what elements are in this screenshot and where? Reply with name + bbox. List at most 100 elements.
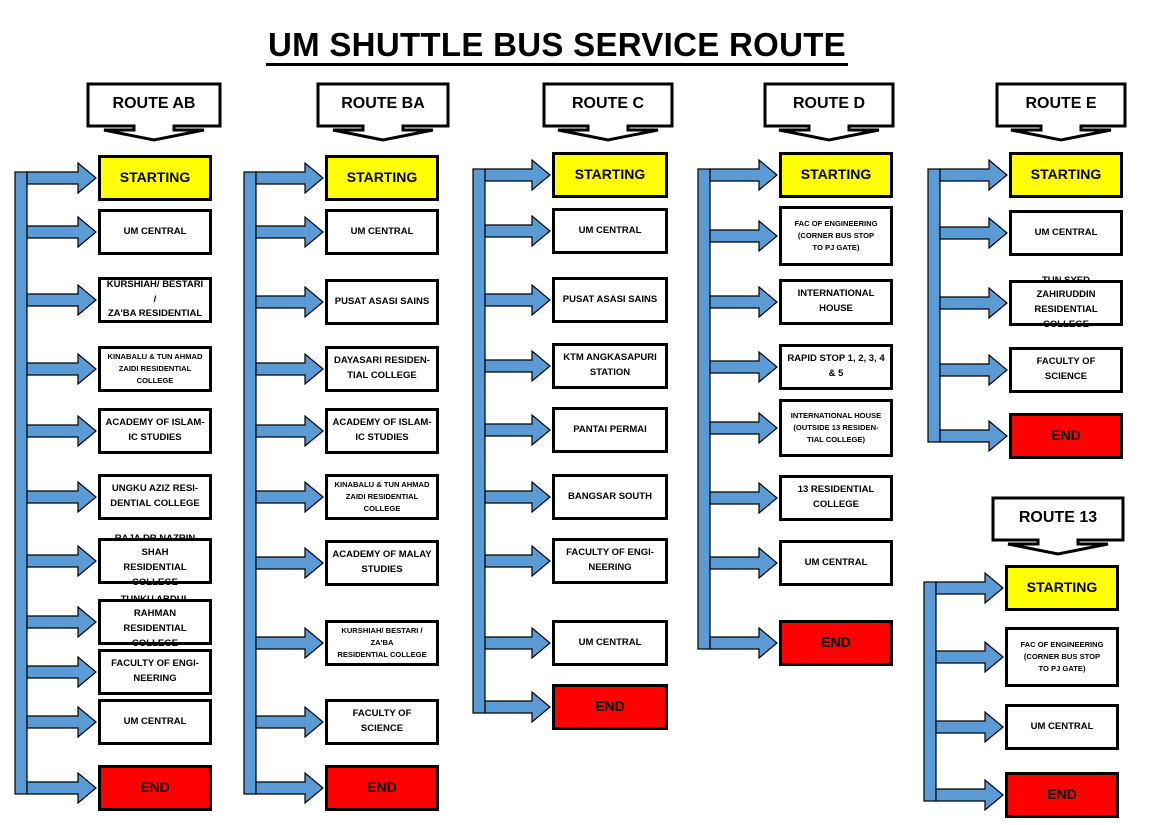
route-ab-stop-9: UM CENTRAL <box>98 699 212 745</box>
route-ab-stop-5: UNGKU AZIZ RESI- DENTIAL COLLEGE <box>98 474 212 520</box>
route-ab-stop-label: END <box>140 779 170 796</box>
route-c-stop-label: STARTING <box>574 166 646 183</box>
route-c-stop-6: FACULTY OF ENGI- NEERING <box>552 538 668 584</box>
route-ba-stop-label: KURSHIAH/ BESTARI / ZA'BA RESIDENTIAL CO… <box>337 626 427 659</box>
route-c-rail <box>472 168 486 714</box>
route-d-stop-label: INTERNATIONAL HOUSE <box>797 288 875 314</box>
route-c-arrow-8 <box>484 690 551 724</box>
route-c-stop-7: UM CENTRAL <box>552 620 668 666</box>
route-d-stop-label: 13 RESIDENTIAL COLLEGE <box>797 484 875 510</box>
route-c-stop-label: KTM ANGKASAPURI STATION <box>563 352 657 378</box>
route-ba-rail <box>243 171 257 795</box>
route-ab-stop-6: RAJA DR NAZRIN SHAH RESIDENTIAL COLLEGE <box>98 533 212 588</box>
route-e-stop-label: TUN SYED ZAHIRUDDIN RESIDENTIAL COLLEGE <box>1034 274 1098 330</box>
route-e-rail <box>927 168 941 443</box>
route-ab-arrow-7 <box>26 605 97 639</box>
route-ab-stop-label: STARTING <box>119 169 191 186</box>
route-ba-label: ROUTE BA <box>341 95 425 112</box>
route-ba-stop-label: END <box>367 779 397 796</box>
route-13-stop-label: UM CENTRAL <box>1030 720 1094 732</box>
route-c-stop-label: UM CENTRAL <box>578 224 642 236</box>
route-c-start: STARTING <box>552 152 668 198</box>
route-e-arrow-3 <box>939 353 1008 387</box>
route-ba-stop-label: FACULTY OF SCIENCE <box>352 708 412 734</box>
route-ab-arrow-4 <box>26 414 97 448</box>
route-c-stop-label: BANGSAR SOUTH <box>568 490 652 502</box>
route-ba-start: STARTING <box>325 155 439 201</box>
route-ba-stop-3: DAYASARI RESIDEN- TIAL COLLEGE <box>325 346 439 392</box>
route-ba-stop-label: DAYASARI RESIDEN- TIAL COLLEGE <box>334 355 430 381</box>
route-ab-stop-label: KURSHIAH/ BESTARI / ZA'BA RESIDENTIAL <box>106 278 204 320</box>
route-e-stop-1: UM CENTRAL <box>1009 210 1123 256</box>
route-d-stop-label: END <box>821 634 851 651</box>
route-ba-arrow-3 <box>255 352 324 386</box>
route-ab-arrow-8 <box>26 655 97 689</box>
route-d-stop-label: INTERNATIONAL HOUSE (OUTSIDE 13 RESIDEN-… <box>790 411 882 444</box>
route-13-stop-label: END <box>1047 786 1077 803</box>
route-ba-stop-7: KURSHIAH/ BESTARI / ZA'BA RESIDENTIAL CO… <box>325 620 439 666</box>
route-d-label: ROUTE D <box>793 95 865 112</box>
route-13-stop-2: UM CENTRAL <box>1005 704 1119 750</box>
route-ab-stop-label: ACADEMY OF ISLAM- IC STUDIES <box>105 417 205 443</box>
route-13-stop-label: FAC OF ENGINEERING (CORNER BUS STOP TO P… <box>1020 640 1104 673</box>
route-d-arrow-6 <box>709 546 778 580</box>
diagram-title: UM SHUTTLE BUS SERVICE ROUTE <box>0 26 1114 66</box>
route-ba-arrow-5 <box>255 480 324 514</box>
route-13-label-arrow <box>991 496 1125 556</box>
route-ab-rail <box>14 171 28 795</box>
route-ab-arrow-10 <box>26 771 97 805</box>
route-c-arrow-5 <box>484 480 551 514</box>
route-d-arrow-1 <box>709 219 778 253</box>
route-e-end: END <box>1009 413 1123 459</box>
route-ab-arrow-1 <box>26 215 97 249</box>
route-c-label: ROUTE C <box>572 95 644 112</box>
route-ab-end: END <box>98 765 212 811</box>
route-ab-start: STARTING <box>98 155 212 201</box>
route-ab-stop-4: ACADEMY OF ISLAM- IC STUDIES <box>98 408 212 454</box>
route-c-end: END <box>552 684 668 730</box>
route-d-stop-3: RAPID STOP 1, 2, 3, 4 & 5 <box>779 344 893 390</box>
route-e-arrow-0 <box>939 158 1008 192</box>
route-d-arrow-5 <box>709 481 778 515</box>
route-ba-arrow-8 <box>255 705 324 739</box>
route-ba-arrow-9 <box>255 771 324 805</box>
route-13-arrow-0 <box>935 571 1004 605</box>
route-ab-arrow-6 <box>26 544 97 578</box>
route-ba-arrow-0 <box>255 161 324 195</box>
route-c-stop-label: PUSAT ASASI SAINS <box>562 293 658 305</box>
route-ab-stop-label: UM CENTRAL <box>123 715 187 727</box>
route-13-stop-label: STARTING <box>1026 579 1098 596</box>
route-ab-arrow-2 <box>26 283 97 317</box>
route-d-arrow-2 <box>709 285 778 319</box>
route-d-stop-label: RAPID STOP 1, 2, 3, 4 & 5 <box>787 353 885 379</box>
route-e-stop-label: FACULTY OF SCIENCE <box>1036 356 1096 382</box>
route-13-arrow-1 <box>935 640 1004 674</box>
route-c-stop-2: PUSAT ASASI SAINS <box>552 277 668 323</box>
route-13-start: STARTING <box>1005 565 1119 611</box>
route-13-arrow-2 <box>935 710 1004 744</box>
route-ba-stop-1: UM CENTRAL <box>325 209 439 255</box>
route-ab-arrow-3 <box>26 352 97 386</box>
route-d-label-arrow <box>763 82 895 142</box>
route-e-arrow-2 <box>939 286 1008 320</box>
route-13-rail <box>923 581 937 802</box>
route-ba-arrow-1 <box>255 215 324 249</box>
route-d-arrow-3 <box>709 350 778 384</box>
route-d-end: END <box>779 620 893 666</box>
route-ab-label-arrow <box>86 82 222 142</box>
route-ba-arrow-4 <box>255 414 324 448</box>
route-d-arrow-7 <box>709 626 778 660</box>
route-ba-stop-label: PUSAT ASASI SAINS <box>334 295 430 307</box>
route-13-end: END <box>1005 772 1119 818</box>
route-c-arrow-0 <box>484 158 551 192</box>
route-ba-stop-4: ACADEMY OF ISLAM- IC STUDIES <box>325 408 439 454</box>
route-ab-stop-1: UM CENTRAL <box>98 209 212 255</box>
route-e-stop-3: FACULTY OF SCIENCE <box>1009 347 1123 393</box>
route-ab-stop-label: UM CENTRAL <box>123 225 187 237</box>
route-c-arrow-7 <box>484 626 551 660</box>
route-ba-stop-label: ACADEMY OF ISLAM- IC STUDIES <box>332 417 432 443</box>
route-c-stop-label: PANTAI PERMAI <box>573 423 647 435</box>
route-ab-stop-label: RAJA DR NAZRIN SHAH RESIDENTIAL COLLEGE <box>114 532 196 588</box>
route-ba-stop-2: PUSAT ASASI SAINS <box>325 279 439 325</box>
route-ab-stop-label: UNGKU AZIZ RESI- DENTIAL COLLEGE <box>110 483 200 509</box>
